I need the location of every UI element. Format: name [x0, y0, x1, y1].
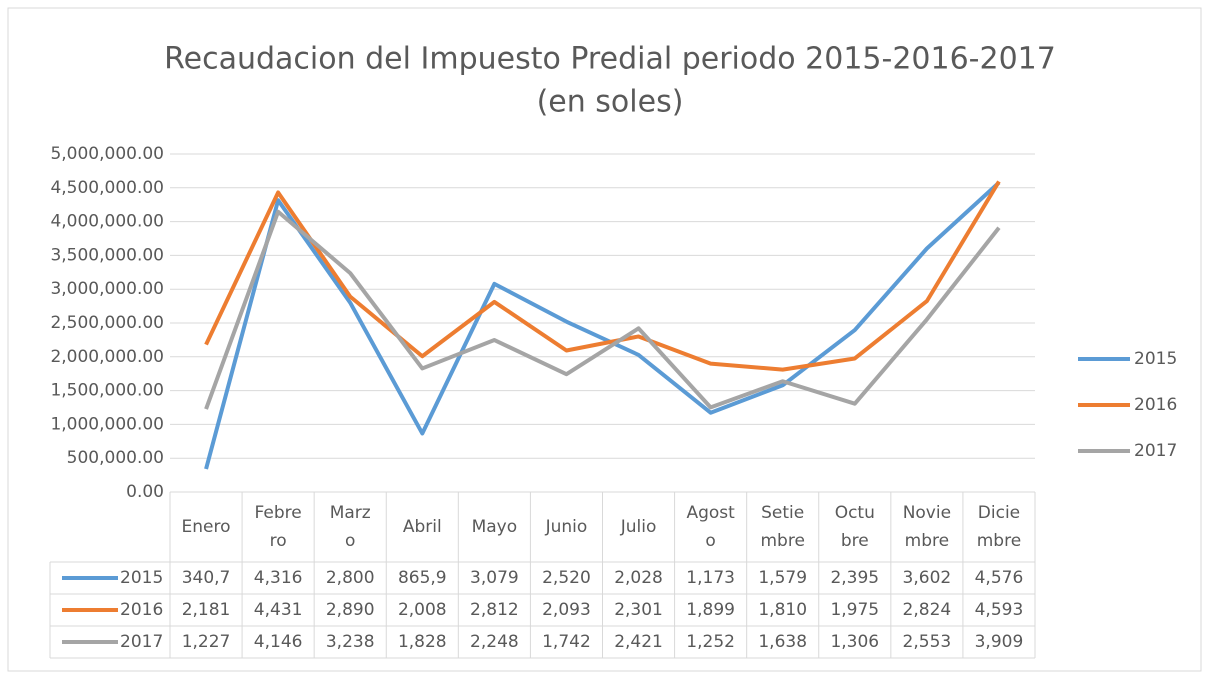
table-value: 2,301 [614, 600, 663, 620]
y-tick-label: 3,000,000.00 [50, 279, 164, 299]
x-tick-label: Setie [761, 503, 804, 523]
table-value: 2,028 [614, 568, 663, 588]
x-tick-label: Octu [835, 503, 875, 523]
legend-label: 2015 [1134, 349, 1177, 369]
x-tick-label: Abril [403, 517, 442, 537]
table-value: 4,316 [254, 568, 303, 588]
x-tick-label: mbre [760, 531, 804, 551]
table-value: 2,421 [614, 632, 663, 652]
table-value: 3,079 [470, 568, 519, 588]
series-line [204, 180, 1001, 372]
y-tick-label: 500,000.00 [67, 448, 164, 468]
table-value: 2,093 [542, 600, 591, 620]
x-tick-label: mbre [905, 531, 949, 551]
y-tick-label: 2,500,000.00 [50, 313, 164, 333]
x-tick-label: o [345, 531, 355, 551]
table-value: 3,602 [903, 568, 952, 588]
table-value: 1,173 [686, 568, 735, 588]
table-value: 2,395 [830, 568, 879, 588]
table-value: 2,812 [470, 600, 519, 620]
y-tick-label: 5,000,000.00 [50, 144, 164, 164]
table-value: 340,7 [182, 568, 231, 588]
table-value: 2,553 [903, 632, 952, 652]
table-value: 4,593 [975, 600, 1024, 620]
x-tick-label: Dicie [978, 503, 1020, 523]
x-tick-label: o [705, 531, 715, 551]
x-tick-label: bre [841, 531, 869, 551]
table-value: 1,810 [758, 600, 807, 620]
table-value: 1,975 [830, 600, 879, 620]
table-series-name: 2015 [120, 568, 163, 588]
series-line [204, 181, 1001, 470]
table-series-name: 2016 [120, 600, 163, 620]
table-value: 2,800 [326, 568, 375, 588]
table-value: 2,181 [182, 600, 231, 620]
table-value: 1,899 [686, 600, 735, 620]
table-value: 4,431 [254, 600, 303, 620]
y-tick-label: 1,000,000.00 [50, 414, 164, 434]
x-tick-label: Mayo [472, 517, 518, 537]
table-value: 865,9 [398, 568, 447, 588]
x-tick-label: Febre [255, 503, 302, 523]
chart-subtitle: (en soles) [537, 85, 684, 120]
table-value: 3,238 [326, 632, 375, 652]
table-value: 1,227 [182, 632, 231, 652]
x-tick-label: Agost [686, 503, 735, 523]
table-value: 1,579 [758, 568, 807, 588]
y-tick-label: 3,500,000.00 [50, 245, 164, 265]
series-line [204, 209, 1001, 410]
table-value: 1,252 [686, 632, 735, 652]
x-tick-label: Marz [330, 503, 371, 523]
x-tick-label: Novie [903, 503, 951, 523]
table-value: 3,909 [975, 632, 1024, 652]
table-value: 2,824 [903, 600, 952, 620]
table-value: 4,146 [254, 632, 303, 652]
table-value: 2,890 [326, 600, 375, 620]
table-value: 1,828 [398, 632, 447, 652]
x-tick-label: mbre [977, 531, 1021, 551]
table-value: 4,576 [975, 568, 1024, 588]
table-series-name: 2017 [120, 632, 163, 652]
table-value: 1,306 [830, 632, 879, 652]
y-tick-label: 4,500,000.00 [50, 178, 164, 198]
x-tick-label: Junio [545, 517, 588, 537]
table-value: 2,008 [398, 600, 447, 620]
chart-title: Recaudacion del Impuesto Predial periodo… [164, 42, 1056, 77]
y-tick-label: 1,500,000.00 [50, 381, 164, 401]
x-tick-label: Julio [620, 517, 657, 537]
y-tick-label: 4,000,000.00 [50, 212, 164, 232]
x-tick-label: ro [270, 531, 287, 551]
table-value: 2,248 [470, 632, 519, 652]
legend-label: 2017 [1134, 441, 1177, 461]
table-value: 1,742 [542, 632, 591, 652]
table-value: 2,520 [542, 568, 591, 588]
y-tick-label: 2,000,000.00 [50, 347, 164, 367]
x-tick-label: Enero [182, 517, 231, 537]
y-tick-label: 0.00 [126, 482, 164, 502]
legend-label: 2016 [1134, 395, 1177, 415]
table-value: 1,638 [758, 632, 807, 652]
